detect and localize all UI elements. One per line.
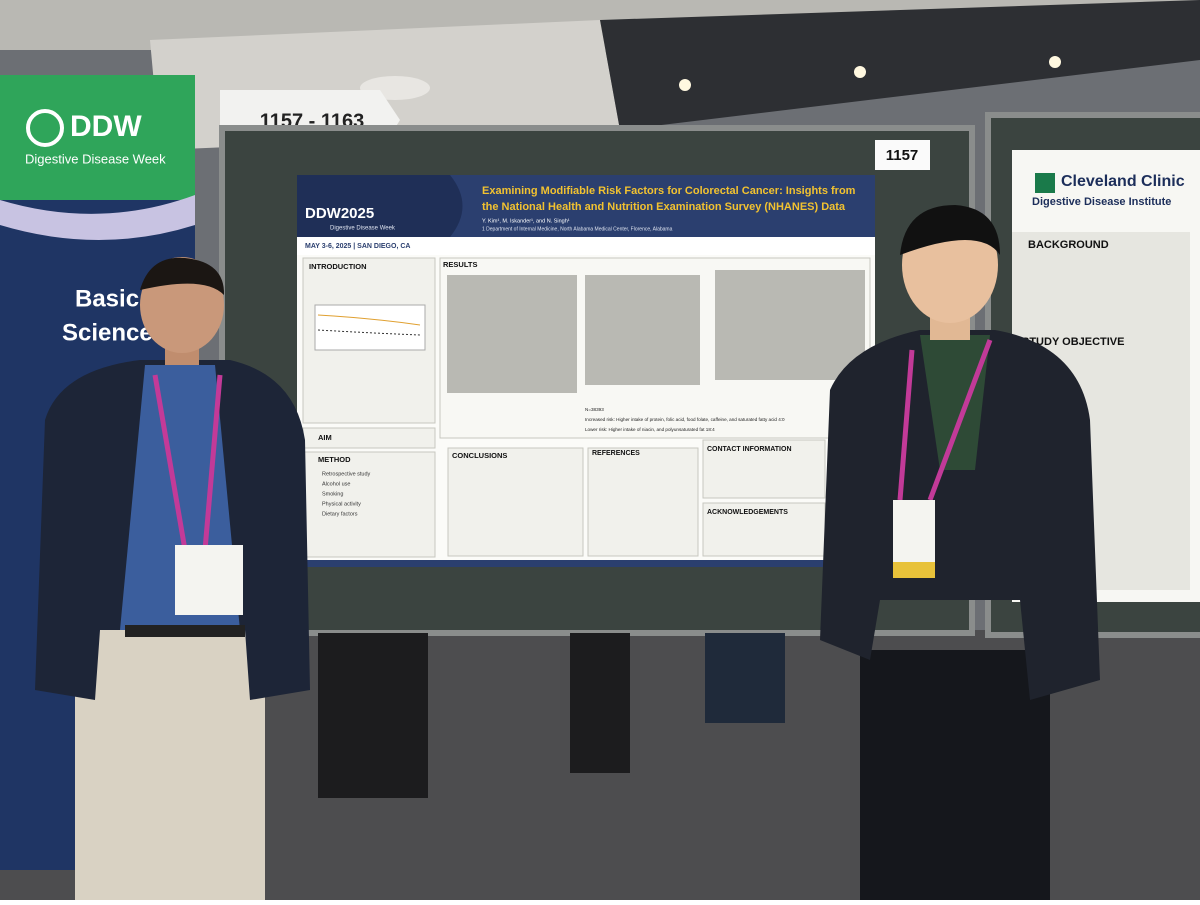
- section-heading: STUDY OBJECTIVE: [1022, 336, 1125, 348]
- banner-logo: DDW: [70, 110, 142, 143]
- panel: [447, 447, 584, 557]
- results-line: Increased risk: Higher intake of protein…: [585, 417, 785, 422]
- light: [854, 66, 866, 78]
- banner-subtitle: Digestive Disease Week: [25, 151, 166, 166]
- light: [679, 79, 691, 91]
- section-heading: RESULTS: [443, 260, 477, 269]
- ceiling-dark: [600, 0, 1200, 130]
- intro-chart: [314, 304, 426, 351]
- banner-icon: [26, 109, 64, 147]
- results-list: N=38393 Increased risk: Higher intake of …: [585, 407, 785, 432]
- section-heading: CONCLUSIONS: [452, 451, 507, 460]
- poster-footer: [297, 560, 875, 567]
- person-right: [820, 205, 1100, 900]
- chart-line: [317, 314, 421, 326]
- poster-dates: MAY 3-6, 2025 | SAN DIEGO, CA: [305, 243, 410, 250]
- method-list: Retrospective study Alcohol use Smoking Phy…: [322, 471, 371, 517]
- section-heading: BACKGROUND: [1028, 239, 1109, 251]
- person-left: [35, 257, 310, 900]
- method-item: Dietary factors: [322, 511, 358, 517]
- visitor-legs: [705, 633, 785, 723]
- banner-text: Basic: [75, 285, 139, 312]
- clinic-logo: [1035, 173, 1055, 193]
- poster-authors: Y. Kim¹, M. Iskander¹, and N. Singh¹: [482, 218, 570, 224]
- results-line: Lower risk: Higher intake of niacin, and…: [585, 427, 715, 432]
- panel: [702, 502, 826, 557]
- section-heading: AIM: [318, 433, 332, 442]
- light: [1049, 56, 1061, 68]
- section-heading: METHOD: [318, 455, 351, 464]
- banner-text: Science: [62, 319, 153, 346]
- number-card: [875, 140, 930, 170]
- section-heading: ACKNOWLEDGEMENTS: [707, 509, 788, 516]
- clinic-institute: Digestive Disease Institute: [1032, 196, 1171, 208]
- poster-affiliation: 1 Department of Internal Medicine, North…: [482, 226, 673, 232]
- results-line: N=38393: [585, 407, 604, 412]
- panel: [702, 439, 826, 499]
- results-tables: [447, 270, 865, 393]
- poster-logo-sub: Digestive Disease Week: [330, 226, 396, 232]
- banner-wave: [0, 195, 195, 240]
- poster-title: the National Health and Nutrition Examin…: [482, 201, 846, 213]
- visitor-legs: [570, 633, 630, 773]
- panel: [587, 447, 699, 557]
- method-item: Retrospective study: [322, 471, 371, 477]
- visitor-legs: [318, 633, 428, 798]
- poster-date-band: [297, 237, 875, 255]
- section-heading: INTRODUCTION: [309, 262, 367, 271]
- method-item: Smoking: [322, 491, 343, 497]
- panel: [302, 451, 436, 558]
- section-heading: REFERENCES: [592, 450, 640, 457]
- method-item: Physical activity: [322, 501, 361, 507]
- poster-logo: DDW2025: [305, 205, 374, 222]
- method-item: Alcohol use: [322, 481, 350, 487]
- clinic-name: Cleveland Clinic: [1061, 173, 1185, 190]
- board-number: 1157: [886, 147, 919, 164]
- poster-title: Examining Modifiable Risk Factors for Co…: [482, 185, 856, 197]
- poster-logo-area: [297, 175, 463, 237]
- section-heading: CONTACT INFORMATION: [707, 446, 792, 453]
